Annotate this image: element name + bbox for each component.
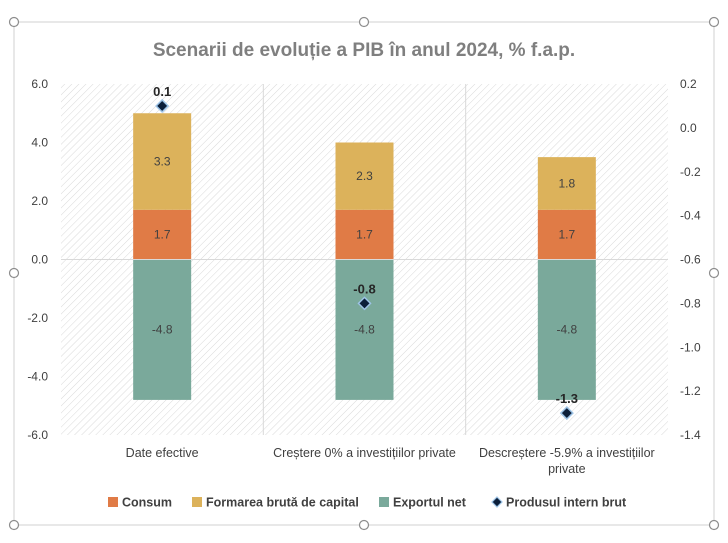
bar-segment <box>537 209 596 260</box>
bar-value-label: 1.7 <box>154 228 171 242</box>
gdp-marker <box>559 406 574 421</box>
gdp-value-label: 0.1 <box>153 84 171 99</box>
selection-handles[interactable] <box>8 16 720 531</box>
gdp-series: 0.1 -0.8 -1.3 <box>153 84 578 421</box>
legend-swatch <box>379 497 389 507</box>
y2-tick-label: -0.4 <box>680 209 701 223</box>
y2-tick-label: -0.8 <box>680 296 701 310</box>
gdp-marker <box>357 296 372 311</box>
y-tick-label: 4.0 <box>31 136 48 150</box>
resize-handle[interactable] <box>8 267 20 279</box>
bar-value-label: -4.8 <box>556 323 577 337</box>
secondary-axis: 0.2 0.0 -0.2 -0.4 -0.6 -0.8 -1.0 -1.2 -1.4 <box>680 77 701 442</box>
legend-marker <box>491 496 503 508</box>
y2-tick-label: -1.4 <box>680 428 701 442</box>
legend-label: Formarea brută de capital <box>206 496 359 510</box>
resize-handle[interactable] <box>8 16 20 28</box>
category-label: private <box>548 462 586 476</box>
y2-tick-label: 0.0 <box>680 121 697 135</box>
bar-series: 1.7 3.3 -4.8 1.7 2.3 -4.8 1.7 1.8 -4.8 <box>133 113 596 400</box>
bar-value-label: 1.8 <box>558 176 575 190</box>
bar-value-label: 1.7 <box>356 228 373 242</box>
category-label: Descreștere -5.9% a investițiilor <box>479 446 655 460</box>
bar-value-label: 3.3 <box>154 155 171 169</box>
legend-label: Exportul net <box>393 496 467 510</box>
bar-segment <box>335 142 394 210</box>
y-tick-label: -4.0 <box>27 370 48 384</box>
bar-segment <box>335 209 394 260</box>
legend-swatch <box>108 497 118 507</box>
legend-label: Produsul intern brut <box>506 496 627 510</box>
y-tick-label: 6.0 <box>31 77 48 91</box>
y-tick-label: 2.0 <box>31 194 48 208</box>
legend-label: Consum <box>122 496 172 510</box>
bar-segment <box>133 209 192 260</box>
bar-segment <box>335 259 394 400</box>
resize-handle[interactable] <box>358 519 370 531</box>
gdp-value-label: -0.8 <box>353 281 375 296</box>
legend-swatch <box>192 497 202 507</box>
legend: Consum Formarea brută de capital Exportul … <box>108 496 627 510</box>
bar-value-label: -4.8 <box>354 323 375 337</box>
y-tick-label: 0.0 <box>31 253 48 267</box>
bar-segment <box>537 157 596 210</box>
y-tick-label: -6.0 <box>27 428 48 442</box>
category-label: Date efective <box>126 446 199 460</box>
bar-value-label: 1.7 <box>558 228 575 242</box>
bar-segment <box>537 259 596 400</box>
category-axis: Date efective Creștere 0% a investițiilor… <box>126 446 655 476</box>
y2-tick-label: -1.0 <box>680 340 701 354</box>
y2-tick-label: -0.2 <box>680 165 701 179</box>
y-tick-label: -2.0 <box>27 311 48 325</box>
category-label: Creștere 0% a investițiilor private <box>273 446 456 460</box>
bar-segment <box>133 259 192 400</box>
gdp-marker <box>155 98 170 113</box>
resize-handle[interactable] <box>708 16 720 28</box>
y2-tick-label: -0.6 <box>680 253 701 267</box>
resize-handle[interactable] <box>358 16 370 28</box>
gdp-value-label: -1.3 <box>556 391 578 406</box>
bar-value-label: -4.8 <box>152 323 173 337</box>
bar-value-label: 2.3 <box>356 169 373 183</box>
primary-axis: 6.0 4.0 2.0 0.0 -2.0 -4.0 -6.0 <box>27 77 48 442</box>
resize-handle[interactable] <box>708 267 720 279</box>
resize-handle[interactable] <box>708 519 720 531</box>
bar-segment <box>133 113 192 210</box>
chart-title: Scenarii de evoluție a PIB în anul 2024,… <box>153 40 575 61</box>
resize-handle[interactable] <box>8 519 20 531</box>
y2-tick-label: 0.2 <box>680 77 697 91</box>
y2-tick-label: -1.2 <box>680 384 701 398</box>
